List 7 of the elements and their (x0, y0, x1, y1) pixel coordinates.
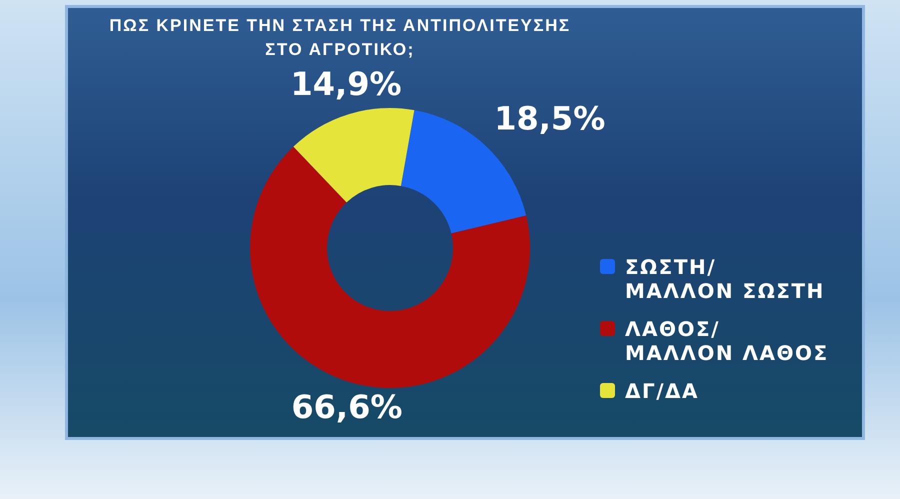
chart-title: ΠΩΣ ΚΡΙΝΕΤΕ ΤΗΝ ΣΤΑΣΗ ΤΗΣ ΑΝΤΙΠΟΛΙΤΕΥΣΗΣ ΣΤΟ ΑΓΡΟΤΙΚΟ; (108, 15, 572, 61)
data-label: 66,6% (291, 388, 402, 426)
legend-label: ΛΑΘΟΣ/ ΜΑΛΛΟΝ ΛΑΘΟΣ (625, 317, 829, 365)
legend-label: ΣΩΣΤΗ/ ΜΑΛΛΟΝ ΣΩΣΤΗ (625, 255, 825, 303)
data-label: 18,5% (494, 100, 606, 138)
data-label: 14,9% (290, 64, 402, 103)
legend-label: ΔΓ/ΔΑ (625, 379, 699, 403)
